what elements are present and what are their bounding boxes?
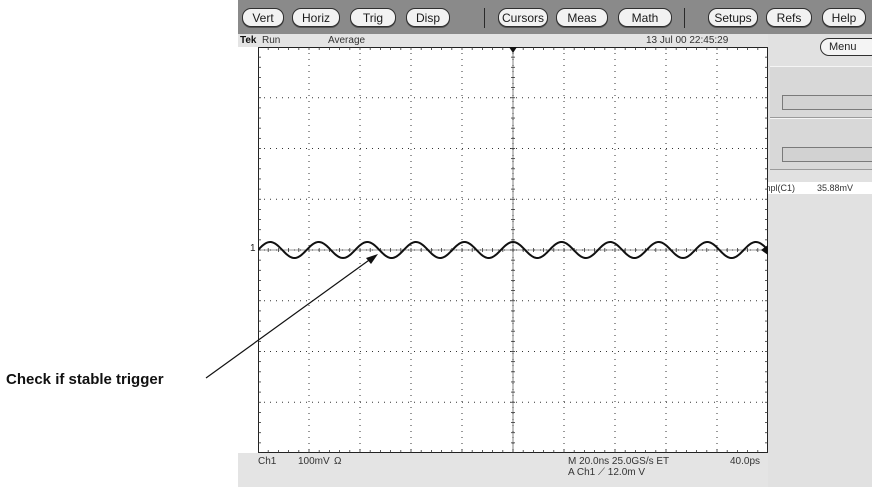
toolbar-button-disp[interactable]: Disp	[406, 8, 450, 27]
toolbar-button-vert[interactable]: Vert	[242, 8, 284, 27]
control-field-2[interactable]	[782, 147, 872, 162]
menu-button[interactable]: Menu	[820, 38, 872, 56]
measurement-value: 35.88mV	[817, 183, 854, 193]
readout-bar: Ch1 100mV Ω M 20.0ns 25.0GS/s ET A Ch1 ⟋…	[238, 453, 768, 487]
control-box-1	[770, 66, 872, 118]
toolbar-button-setups[interactable]: Setups	[708, 8, 758, 27]
menu-toolbar: Vert Horiz Trig Disp Cursors Meas Math Setups Re…	[238, 0, 872, 34]
measurement-readout: Ampl(C1) 35.88mV	[757, 182, 872, 194]
ground-marker: 1	[250, 243, 256, 254]
toolbar-button-math[interactable]: Math	[618, 8, 672, 27]
datetime: 13 Jul 00 22:45:29	[646, 35, 729, 46]
status-bar: Tek Run Average 13 Jul 00 22:45:29	[238, 34, 768, 47]
callout-text: Check if stable trigger	[6, 371, 164, 388]
toolbar-button-help[interactable]: Help	[822, 8, 866, 27]
toolbar-button-refs[interactable]: Refs	[766, 8, 812, 27]
channel-scale: 100mV	[298, 456, 330, 467]
trigger-position-icon	[509, 47, 517, 53]
trigger-readout: A Ch1 ⟋ 12.0m V	[568, 467, 646, 478]
toolbar-separator	[484, 8, 485, 28]
toolbar-separator	[684, 8, 685, 28]
waveform-graticule[interactable]	[258, 47, 768, 453]
channel-label: Ch1	[258, 456, 277, 467]
channel-coupling: Ω	[334, 456, 342, 467]
toolbar-button-horiz[interactable]: Horiz	[292, 8, 340, 27]
control-field-1[interactable]	[782, 95, 872, 110]
toolbar-button-meas[interactable]: Meas	[556, 8, 608, 27]
control-box-2	[770, 118, 872, 170]
measurement-label: Ampl(C1)	[757, 183, 796, 193]
acquisition-mode: Average	[328, 35, 366, 46]
toolbar-button-trig[interactable]: Trig	[350, 8, 396, 27]
run-state: Run	[262, 35, 281, 46]
toolbar-button-cursors[interactable]: Cursors	[498, 8, 548, 27]
horizontal-position: 40.0ps	[730, 456, 761, 467]
brand-label: Tek	[240, 35, 257, 46]
timebase-readout: M 20.0ns 25.0GS/s ET	[568, 456, 670, 467]
